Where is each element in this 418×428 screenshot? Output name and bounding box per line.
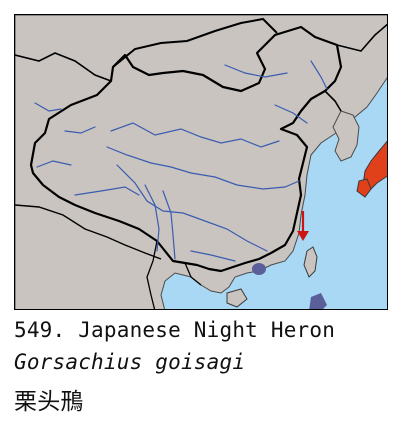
- rivers: [34, 60, 328, 262]
- species-number-and-name: 549. Japanese Night Heron: [14, 318, 336, 342]
- map-svg: [15, 15, 387, 309]
- south-asia-border: [15, 204, 162, 260]
- korea-border: [324, 90, 342, 112]
- japan-kyushu-range: [356, 178, 372, 198]
- chinese-name: 栗头鳽: [14, 389, 84, 415]
- red-arrow-icon: [297, 211, 309, 241]
- land-mass: [15, 15, 387, 309]
- philippines: [309, 293, 327, 309]
- scientific-name: Gorsachius goisagi: [14, 350, 246, 374]
- korea: [332, 110, 360, 162]
- kazakh-border: [15, 52, 112, 82]
- northeast-border: [336, 23, 387, 52]
- range-dot: [252, 263, 266, 275]
- taiwan: [303, 246, 318, 278]
- range-map: [14, 14, 388, 310]
- mongolia-border: [112, 17, 278, 68]
- hainan: [226, 288, 248, 308]
- indochina-border: [146, 240, 202, 309]
- china-border: [29, 25, 343, 273]
